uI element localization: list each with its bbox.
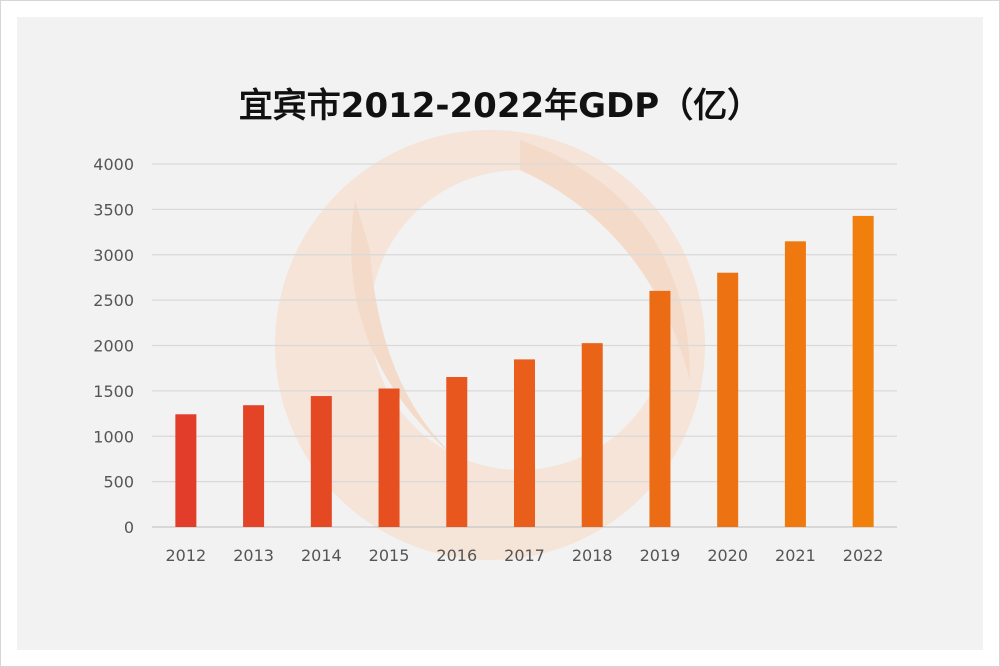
y-axis: 0 500 1000 1500 2000 2500 3000 3500 4000 (93, 155, 134, 537)
x-axis: 2012 2013 2014 2015 2016 2017 2018 2019 2020 2021… (166, 546, 884, 565)
x-tick-label: 2017 (504, 546, 545, 565)
bar-2017 (514, 359, 535, 527)
bar-2014 (310, 396, 332, 527)
y-tick-label: 4000 (93, 155, 134, 174)
y-tick-label: 3500 (93, 200, 134, 219)
y-tick-label: 0 (124, 518, 134, 537)
y-tick-label: 2000 (93, 337, 134, 356)
chart-title: 宜宾市2012-2022年GDP（亿） (238, 86, 762, 126)
bar-2012 (175, 414, 197, 527)
y-tick-label: 500 (103, 473, 134, 492)
x-tick-label: 2015 (369, 546, 410, 565)
x-tick-label: 2022 (843, 546, 884, 565)
bar-2020 (717, 272, 739, 527)
x-tick-label: 2021 (775, 546, 816, 565)
bar-2022 (852, 215, 874, 527)
y-tick-label: 1500 (93, 382, 134, 401)
x-tick-label: 2013 (233, 546, 274, 565)
bar-2021 (784, 241, 806, 527)
x-tick-label: 2016 (436, 546, 477, 565)
x-tick-label: 2018 (572, 546, 613, 565)
bar-2019 (649, 290, 671, 527)
bar-2015 (378, 388, 400, 527)
bar-2018 (581, 343, 603, 527)
y-tick-label: 1000 (93, 427, 134, 446)
bar-2013 (243, 405, 265, 527)
y-tick-label: 2500 (93, 291, 134, 310)
x-tick-label: 2019 (640, 546, 681, 565)
y-tick-label: 3000 (93, 246, 134, 265)
bar-2016 (446, 376, 468, 527)
x-tick-label: 2014 (301, 546, 342, 565)
x-tick-label: 2020 (707, 546, 748, 565)
bars (175, 215, 874, 527)
x-tick-label: 2012 (166, 546, 207, 565)
